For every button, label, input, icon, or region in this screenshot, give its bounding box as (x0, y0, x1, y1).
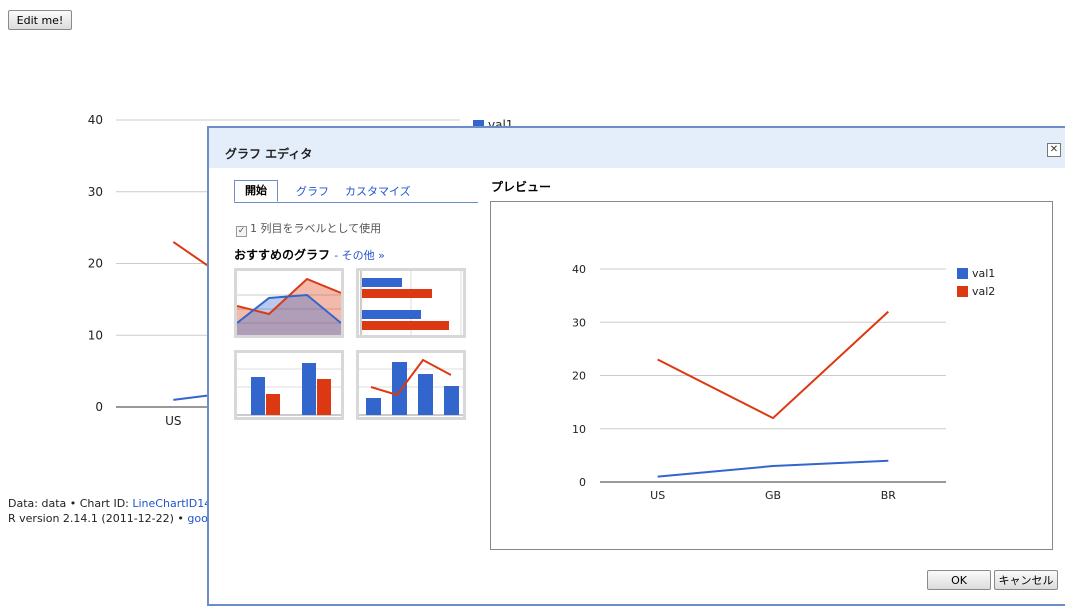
y-tick-label: 10 (88, 328, 103, 342)
y-tick-label: 0 (579, 476, 586, 489)
legend-label-val2: val2 (972, 285, 995, 298)
column-chart-icon (237, 363, 341, 416)
x-tick-label: US (650, 489, 665, 502)
series-line-val2 (657, 310, 890, 420)
edit-me-button[interactable]: Edit me! (8, 10, 72, 30)
series-line-val1 (657, 459, 889, 478)
x-tick-label: GB (765, 489, 781, 502)
combo-chart-thumbnail[interactable] (356, 350, 466, 420)
preview-line-chart: 0 10 20 30 40 US GB BR val1 val2 (572, 263, 995, 502)
y-tick-label: 30 (88, 185, 103, 199)
tab-chart[interactable]: グラフ (296, 185, 329, 198)
tab-start[interactable]: 開始 (234, 180, 278, 202)
dialog-title: グラフ エディタ (225, 147, 313, 161)
close-icon[interactable]: ✕ (1047, 143, 1061, 157)
combo-chart-icon (359, 358, 463, 416)
tab-customize[interactable]: カスタマイズ (345, 185, 411, 198)
bar-chart-icon (360, 271, 462, 335)
use-first-column-as-labels[interactable]: ✓ 1 列目をラベルとして使用 (236, 220, 381, 237)
y-tick-label: 20 (88, 257, 103, 271)
legend-swatch-val2 (957, 286, 968, 297)
x-tick-label: US (165, 414, 181, 428)
chart-editor-dialog: グラフ エディタ ✕ 開始 グラフ カスタマイズ ✓ 1 列目をラベルとして使用 … (207, 126, 1065, 606)
footer-line-1: Data: data • Chart ID: LineChartID144c2 (8, 497, 231, 510)
footer-r-version-text: R version 2.14.1 (2011-12-22) • (8, 512, 188, 525)
checkbox-label: 1 列目をラベルとして使用 (250, 222, 382, 235)
ok-button[interactable]: OK (927, 570, 991, 590)
footer-data-text: Data: data • Chart ID: (8, 497, 133, 510)
y-tick-label: 40 (572, 263, 586, 276)
footer-line-2: R version 2.14.1 (2011-12-22) • googleV (8, 512, 232, 525)
bar-chart-thumbnail[interactable] (356, 268, 466, 338)
y-tick-label: 20 (572, 370, 586, 383)
preview-frame: 0 10 20 30 40 US GB BR val1 val2 (490, 201, 1053, 550)
editor-tabs: 開始 グラフ カスタマイズ (234, 180, 478, 203)
dialog-title-bar[interactable]: グラフ エディタ ✕ (209, 128, 1065, 168)
x-tick-label: BR (881, 489, 897, 502)
recommended-title: おすすめのグラフ (234, 248, 331, 262)
column-chart-thumbnail[interactable] (234, 350, 344, 420)
area-chart-thumbnail[interactable] (234, 268, 344, 338)
y-tick-label: 40 (88, 113, 103, 127)
y-tick-label: 30 (572, 316, 586, 329)
more-charts-link[interactable]: - その他 » (334, 249, 385, 262)
y-tick-label: 10 (572, 423, 586, 436)
recommended-charts-heading: おすすめのグラフ - その他 » (234, 246, 385, 263)
legend-swatch-val1 (957, 268, 968, 279)
area-chart-icon (236, 277, 342, 335)
legend-swatch-val1 (473, 120, 484, 131)
y-tick-label: 0 (95, 400, 103, 414)
legend-label-val1: val1 (972, 267, 995, 280)
cancel-button[interactable]: キャンセル (994, 570, 1058, 590)
preview-label: プレビュー (491, 180, 552, 194)
chart-id-link[interactable]: LineChartID144c2 (132, 497, 232, 510)
checkbox-icon[interactable]: ✓ (236, 226, 247, 237)
